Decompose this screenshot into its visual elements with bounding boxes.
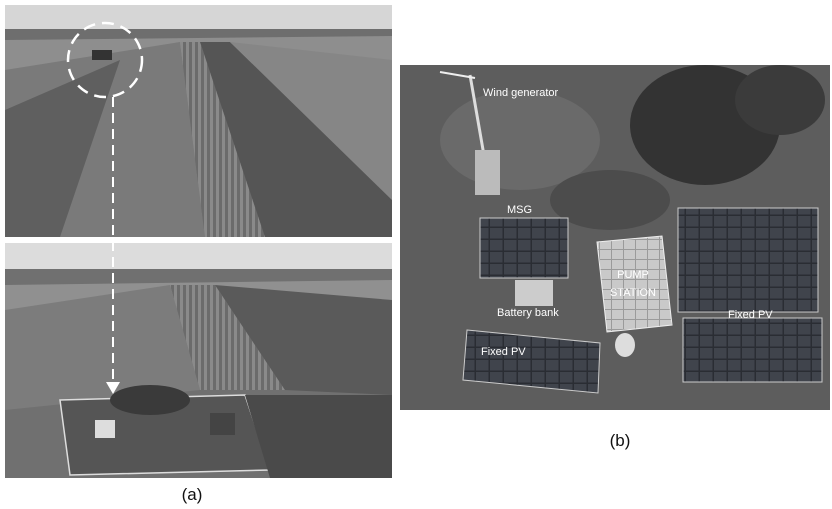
figure: (a) Wind generator MSG PUMP STATION Batt… [0,0,832,509]
label-station: STATION [610,287,656,299]
caption-b: (b) [610,431,631,450]
label-pump: PUMP [617,269,649,281]
photo-field-bottom [5,243,392,478]
label-wind-generator: Wind generator [483,87,559,99]
photo-field-top [5,5,392,237]
label-msg: MSG [507,204,532,216]
photo-aerial [400,65,830,410]
label-fixed-pv: Fixed PV [481,346,526,358]
label-battery-bank: Battery bank [497,307,559,319]
label-fixed-pv: Fixed PV [728,309,773,321]
caption-a: (a) [182,485,203,504]
